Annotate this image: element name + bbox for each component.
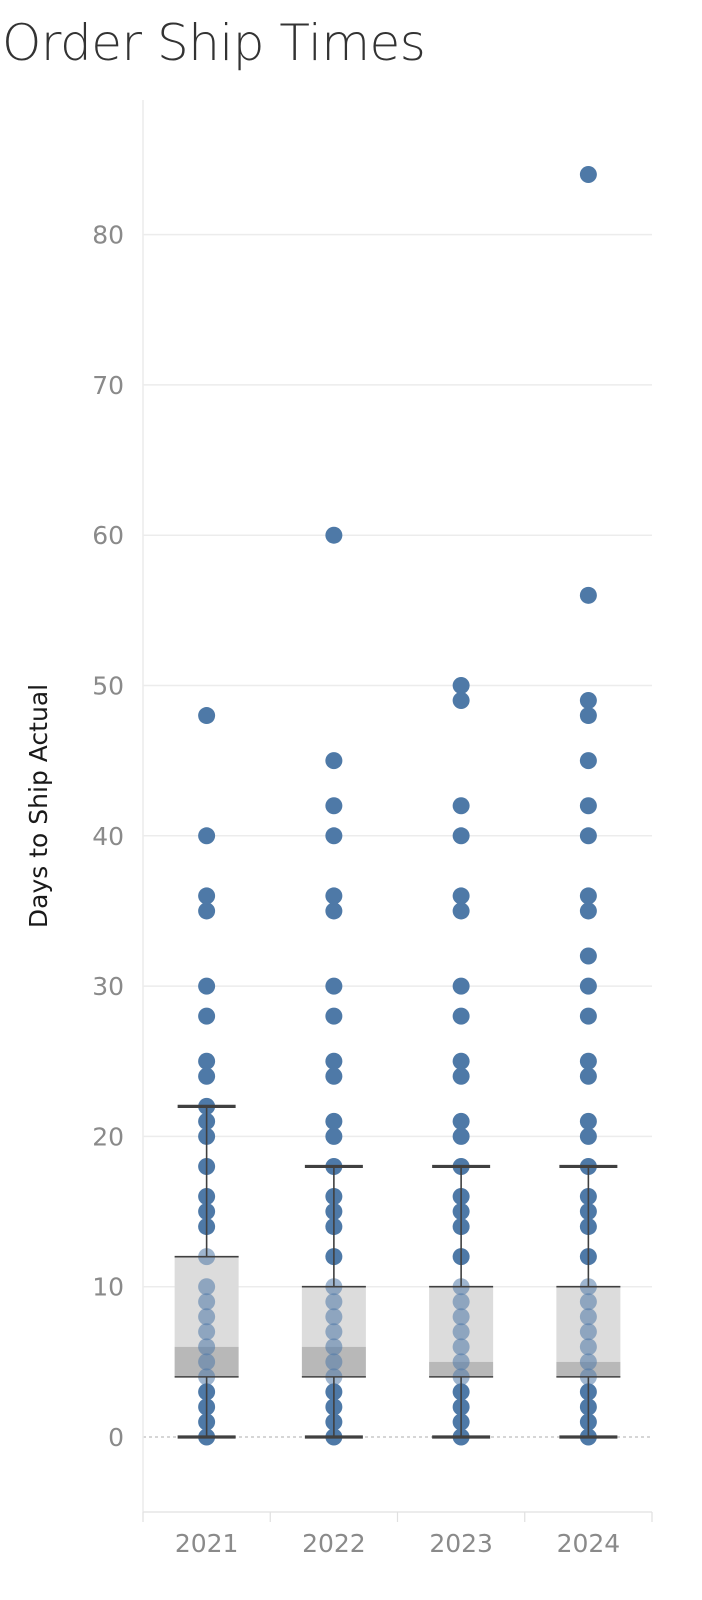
data-point <box>452 902 470 920</box>
data-point <box>579 752 597 770</box>
data-point <box>325 1007 343 1025</box>
data-point <box>325 1308 343 1326</box>
data-point <box>579 827 597 845</box>
data-point <box>198 902 216 920</box>
data-point <box>579 1308 597 1326</box>
data-point <box>452 1353 470 1371</box>
data-point <box>579 1067 597 1085</box>
data-point <box>579 707 597 725</box>
data-point <box>325 1293 343 1311</box>
data-point <box>198 1308 216 1326</box>
data-point <box>198 977 216 995</box>
y-tick-label: 0 <box>108 1423 124 1452</box>
data-point <box>452 977 470 995</box>
data-point <box>198 1338 216 1356</box>
data-point <box>198 1323 216 1341</box>
data-point <box>325 1353 343 1371</box>
data-point <box>579 902 597 920</box>
y-axis-ticks: 0 10 20 30 40 50 60 70 80 <box>92 221 124 1452</box>
box-layer <box>174 1256 621 1377</box>
data-point <box>198 1293 216 1311</box>
data-point <box>452 887 470 905</box>
plot-panel <box>142 100 653 1522</box>
data-point <box>325 977 343 995</box>
whisker-layer <box>174 1104 621 1439</box>
data-point <box>579 947 597 965</box>
data-point <box>452 1007 470 1025</box>
data-point <box>325 827 343 845</box>
dot-layer <box>198 165 597 1446</box>
data-point <box>452 797 470 815</box>
data-point <box>452 1308 470 1326</box>
y-tick-label: 80 <box>92 221 124 250</box>
data-point <box>579 692 597 710</box>
data-point <box>325 887 343 905</box>
data-point <box>579 1007 597 1025</box>
data-point <box>579 1323 597 1341</box>
data-point <box>198 1007 216 1025</box>
data-point <box>579 165 597 183</box>
y-tick-label: 30 <box>92 972 124 1001</box>
data-point <box>579 1127 597 1145</box>
data-point <box>579 1052 597 1070</box>
data-point <box>452 1338 470 1356</box>
data-point <box>325 752 343 770</box>
data-point <box>452 1112 470 1130</box>
data-point <box>198 1278 216 1296</box>
data-point <box>325 1127 343 1145</box>
data-point <box>325 1067 343 1085</box>
data-point <box>579 887 597 905</box>
y-axis-title: Days to Ship Actual <box>24 684 53 928</box>
data-point <box>579 797 597 815</box>
data-point <box>198 1353 216 1371</box>
data-point <box>452 1323 470 1341</box>
data-point <box>452 827 470 845</box>
data-point <box>198 827 216 845</box>
data-point <box>198 1067 216 1085</box>
x-tick-label: 2022 <box>302 1529 366 1558</box>
data-point <box>452 677 470 694</box>
data-point <box>579 586 597 604</box>
data-point <box>325 1052 343 1070</box>
data-point <box>325 902 343 920</box>
y-tick-label: 10 <box>92 1273 124 1302</box>
data-point <box>325 1112 343 1130</box>
data-point <box>579 1338 597 1356</box>
y-tick-label: 60 <box>92 521 124 550</box>
data-point <box>198 1052 216 1070</box>
data-point <box>325 1323 343 1341</box>
data-point <box>325 797 343 815</box>
data-point <box>579 1112 597 1130</box>
data-point <box>452 1052 470 1070</box>
x-tick-label: 2023 <box>429 1529 493 1558</box>
x-tick-label: 2024 <box>557 1529 621 1558</box>
data-point <box>325 526 343 544</box>
y-tick-label: 40 <box>92 822 124 851</box>
data-point <box>579 977 597 995</box>
data-point <box>452 1067 470 1085</box>
data-point <box>452 1127 470 1145</box>
data-point <box>452 1293 470 1311</box>
x-axis-ticks: 2021 2022 2023 2024 <box>175 1529 620 1558</box>
y-tick-label: 70 <box>92 371 124 400</box>
data-point <box>579 1353 597 1371</box>
data-point <box>198 707 216 725</box>
chart-title: Order Ship Times <box>2 14 426 72</box>
y-tick-label: 20 <box>92 1122 124 1151</box>
x-tick-label: 2021 <box>175 1529 239 1558</box>
data-point <box>579 1293 597 1311</box>
data-point <box>198 887 216 905</box>
y-tick-label: 50 <box>92 672 124 701</box>
data-point <box>452 692 470 710</box>
data-point <box>325 1338 343 1356</box>
